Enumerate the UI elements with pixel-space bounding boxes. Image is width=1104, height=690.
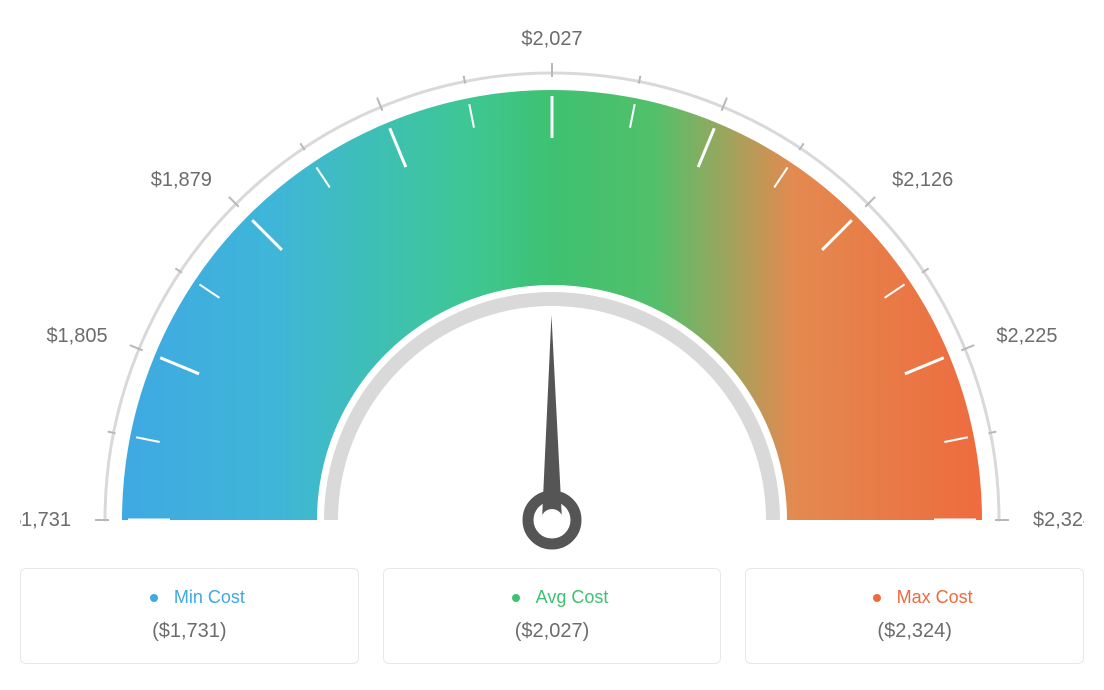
gauge-tick-label: $1,805 bbox=[46, 325, 107, 347]
legend-card-max: Max Cost ($2,324) bbox=[745, 568, 1084, 664]
gauge-svg: $1,731 $1,805 $1,879 $2,027 $2,126 $2,225 $2,3… bbox=[20, 20, 1084, 560]
gauge-needle bbox=[542, 315, 562, 520]
gauge-chart: $1,731 $1,805 $1,879 $2,027 $2,126 $2,225 $2,3… bbox=[20, 20, 1084, 560]
legend-card-avg: Avg Cost ($2,027) bbox=[383, 568, 722, 664]
legend-value-max: ($2,324) bbox=[770, 620, 1059, 643]
gauge-tick-label: $2,027 bbox=[521, 28, 582, 50]
legend-value-min: ($1,731) bbox=[45, 620, 334, 643]
legend-dot-icon bbox=[512, 594, 520, 602]
gauge-tick-label: $1,879 bbox=[151, 169, 212, 191]
legend-dot-icon bbox=[873, 594, 881, 602]
gauge-tick-label: $2,126 bbox=[892, 169, 953, 191]
legend-title-max: Max Cost bbox=[857, 587, 973, 608]
legend-card-min: Min Cost ($1,731) bbox=[20, 568, 359, 664]
gauge-tick-label: $2,225 bbox=[996, 325, 1057, 347]
legend-dot-icon bbox=[150, 594, 158, 602]
gauge-tick-label: $1,731 bbox=[20, 509, 71, 531]
legend-title-min: Min Cost bbox=[134, 587, 245, 608]
gauge-needle-hub-hole bbox=[541, 509, 563, 531]
legend-row: Min Cost ($1,731) Avg Cost ($2,027) Max … bbox=[20, 568, 1084, 664]
legend-title-avg: Avg Cost bbox=[496, 587, 609, 608]
gauge-tick-label: $2,324 bbox=[1033, 509, 1084, 531]
legend-value-avg: ($2,027) bbox=[408, 620, 697, 643]
gauge-infographic: $1,731 $1,805 $1,879 $2,027 $2,126 $2,225 $2,3… bbox=[20, 20, 1084, 664]
